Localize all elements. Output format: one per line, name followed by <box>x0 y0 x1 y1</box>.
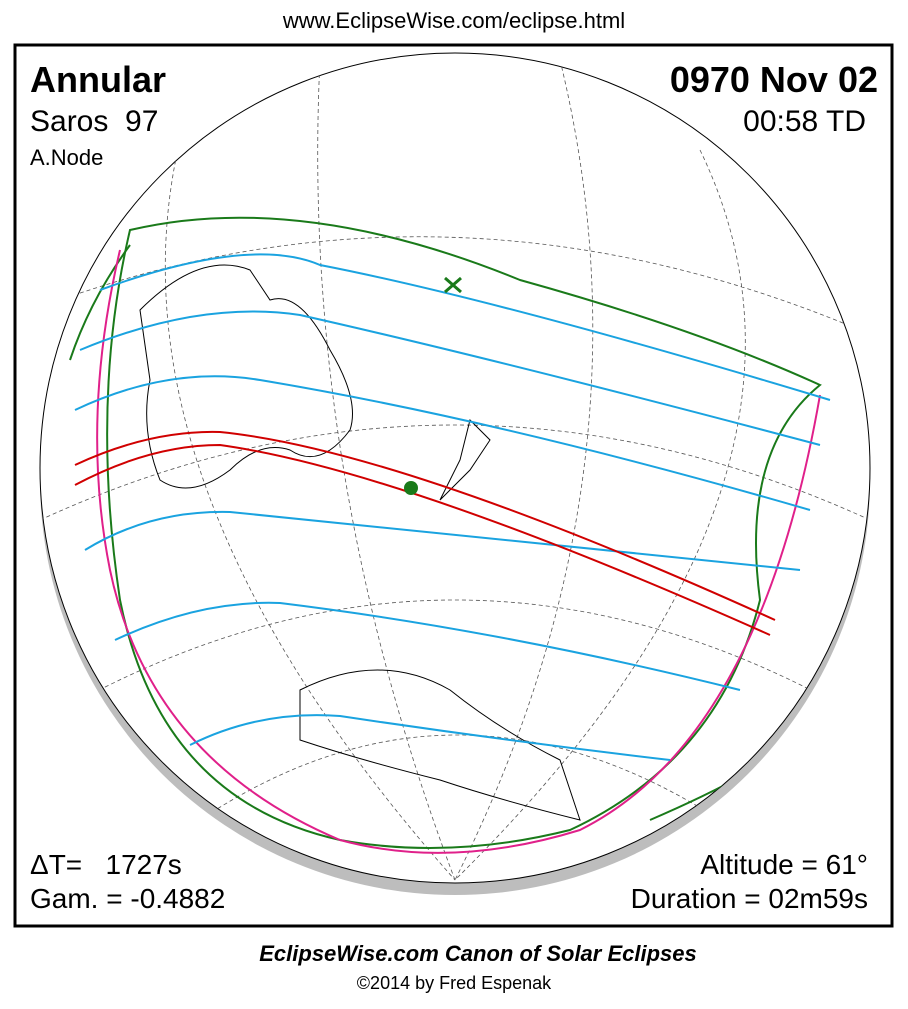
url: www.EclipseWise.com/eclipse.html <box>282 8 625 33</box>
globe <box>39 52 871 884</box>
footer-title: EclipseWise.com Canon of Solar Eclipses <box>259 941 697 966</box>
magnitude-line <box>99 253 831 401</box>
gamma: Gam. = -0.4882 <box>30 883 225 914</box>
subsolar-point <box>444 276 462 294</box>
greatest-eclipse <box>404 481 418 495</box>
frame <box>13 43 894 928</box>
magnitude-line <box>74 375 811 511</box>
saros: Saros 97 <box>30 105 158 138</box>
eclipse-type: Annular <box>30 59 166 100</box>
delta-t: ΔT= 1727s <box>30 849 182 880</box>
magnitude-line <box>189 714 671 761</box>
time: 00:58 TD <box>743 105 866 138</box>
altitude: Altitude = 61° <box>700 849 868 880</box>
globe-group <box>39 52 871 895</box>
magnitude-line <box>114 601 741 691</box>
magnitude-line <box>79 310 821 446</box>
date: 0970 Nov 02 <box>670 59 878 100</box>
graticule <box>40 59 870 881</box>
magnitude-line <box>84 510 801 571</box>
central-path-north <box>74 430 776 621</box>
node: A.Node <box>30 145 103 170</box>
copyright: ©2014 by Fred Espenak <box>357 973 552 993</box>
map-lines <box>40 59 870 881</box>
central-path-south <box>74 443 771 636</box>
max-eclipse-curve <box>96 249 821 854</box>
duration: Duration = 02m59s <box>631 883 868 914</box>
coastlines <box>139 264 581 821</box>
penumbra-limit <box>106 216 822 849</box>
